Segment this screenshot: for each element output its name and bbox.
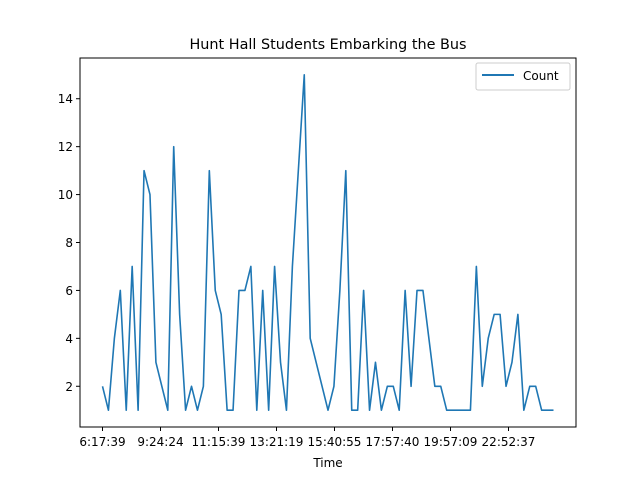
legend-label-count: Count [523, 69, 559, 83]
y-tick-label: 8 [65, 236, 73, 250]
y-tick-label: 14 [58, 92, 73, 106]
legend-box [475, 62, 571, 91]
x-tick-label: 11:15:39 [192, 435, 246, 449]
y-tick-label: 10 [58, 188, 73, 202]
x-tick-label: 19:57:09 [424, 435, 478, 449]
y-axis: 2 4 6 8 10 12 14 [58, 92, 80, 394]
x-tick-label: 6:17:39 [79, 435, 125, 449]
legend: Count [475, 62, 571, 91]
x-tick-label: 15:40:55 [308, 435, 362, 449]
x-tick-label: 13:21:19 [250, 435, 304, 449]
y-tick-label: 2 [65, 380, 73, 394]
y-tick-label: 4 [65, 332, 73, 346]
line-layer [101, 73, 554, 412]
series-line-count [101, 73, 554, 412]
x-axis: 6:17:39 9:24:24 11:15:39 13:21:19 15:40:55 17… [79, 427, 535, 449]
y-tick-label: 12 [58, 140, 73, 154]
x-tick-label: 17:57:40 [366, 435, 420, 449]
x-tick-label: 9:24:24 [137, 435, 183, 449]
y-tick-label: 6 [65, 284, 73, 298]
x-tick-label: 22:52:37 [482, 435, 536, 449]
x-axis-label: Time [312, 456, 342, 470]
chart-title: Hunt Hall Students Embarking the Bus [189, 37, 466, 53]
